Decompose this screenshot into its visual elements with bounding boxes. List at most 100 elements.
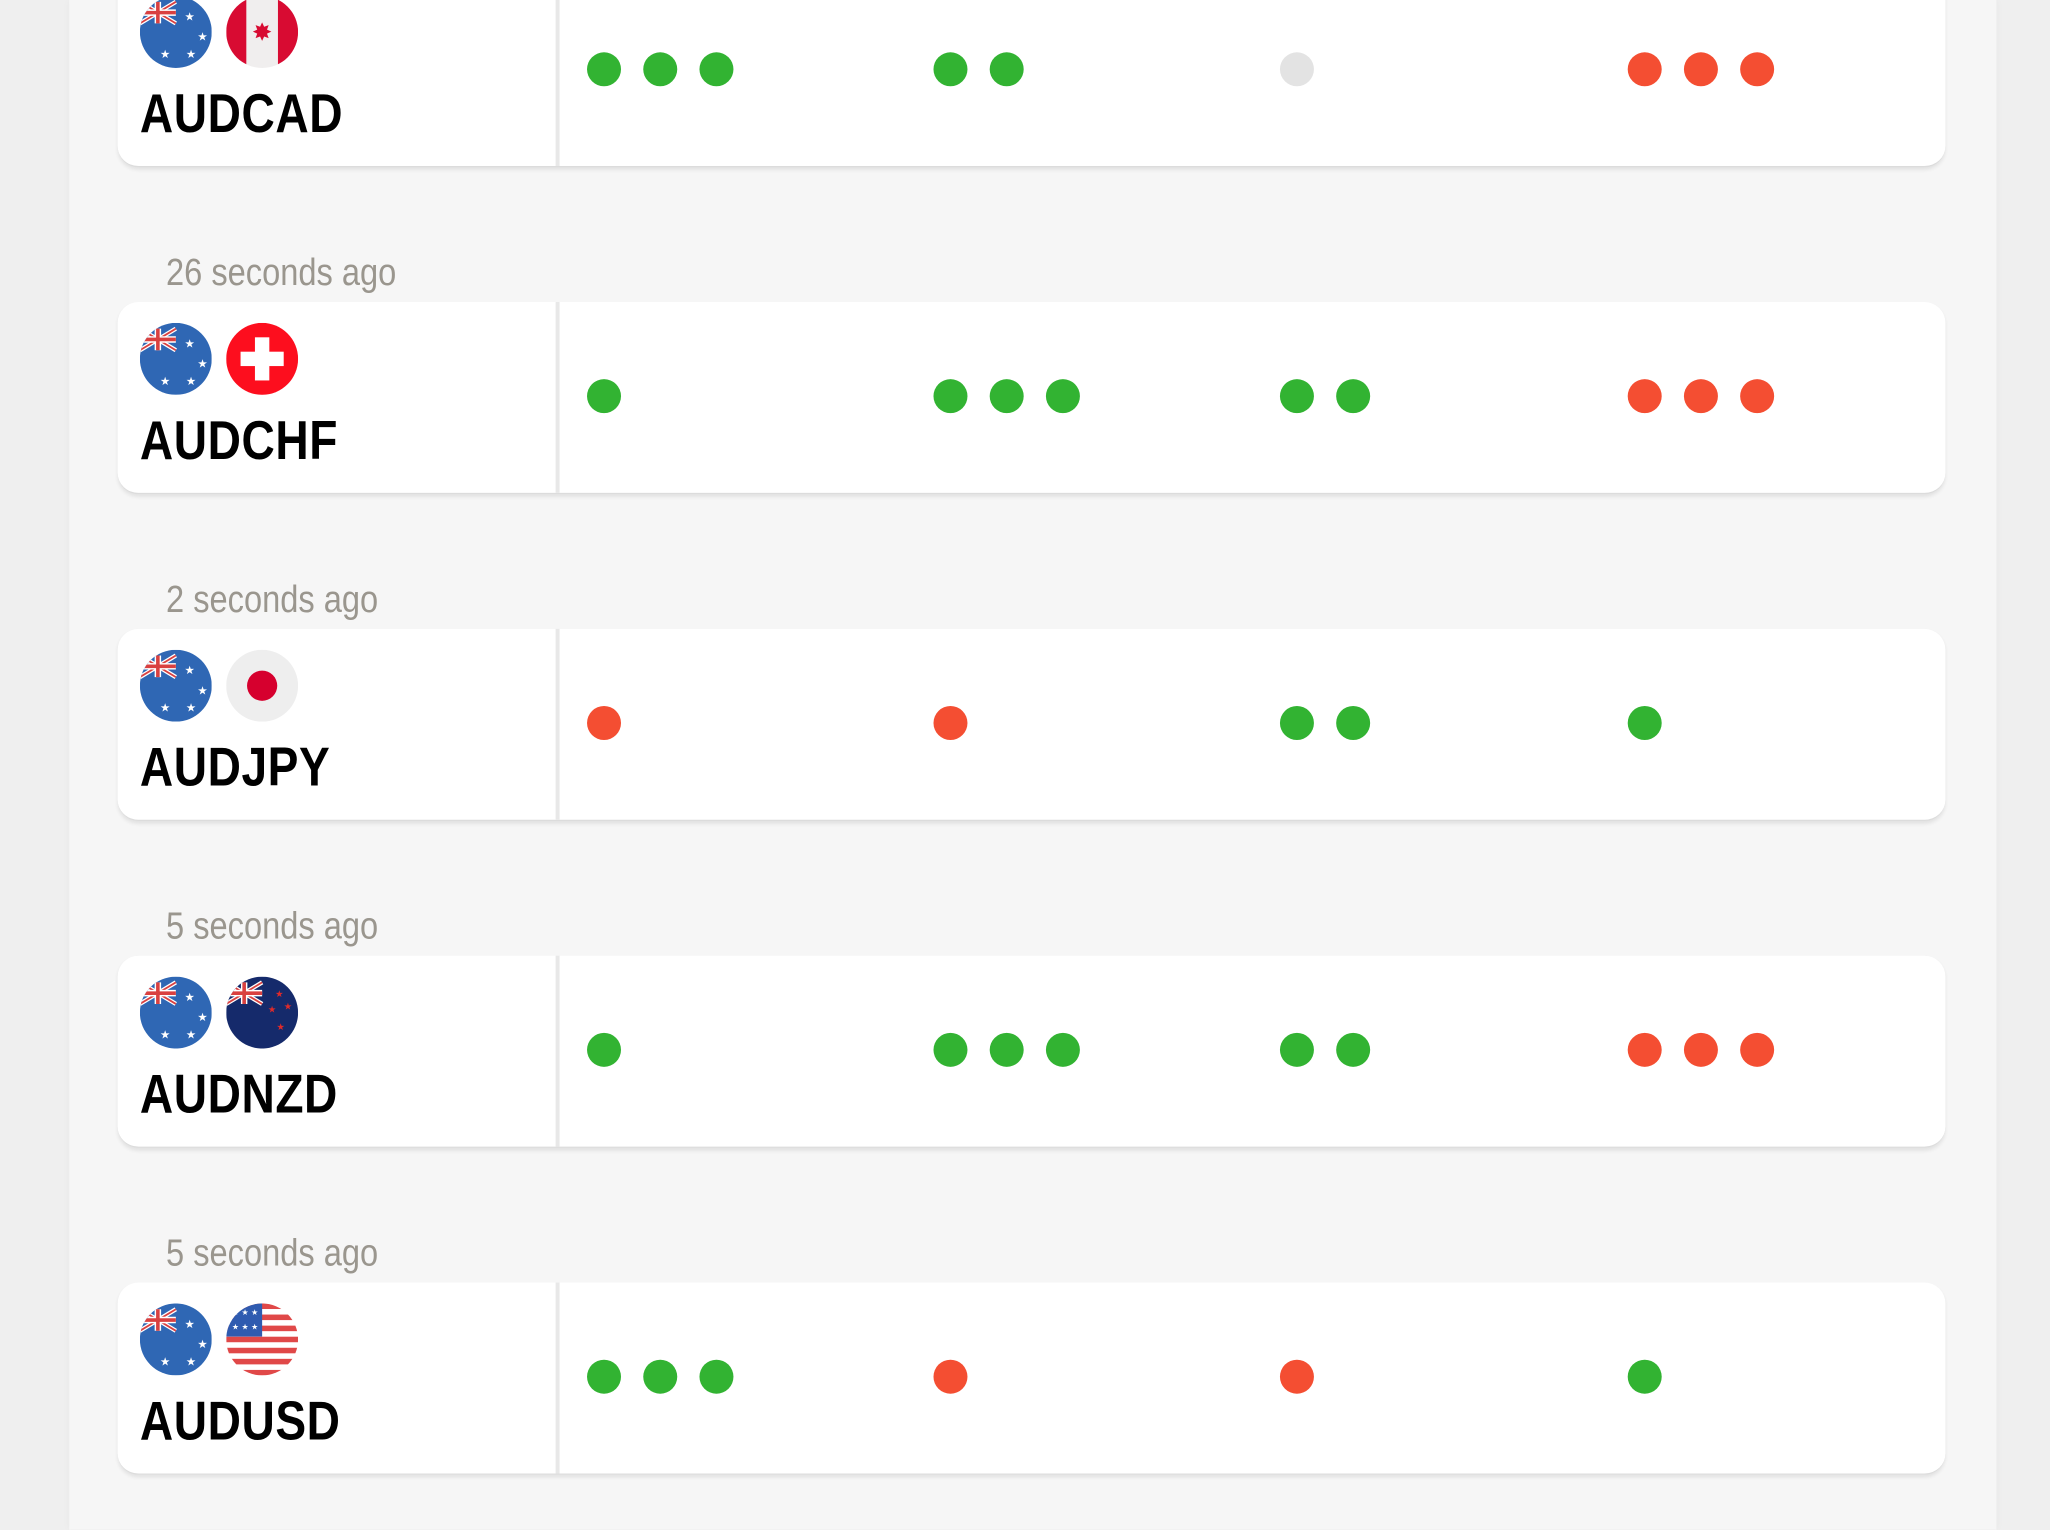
bullish-dot: [1279, 379, 1314, 414]
svg-text:✸: ✸: [252, 18, 272, 47]
switzerland-flag-icon: [226, 322, 299, 395]
bearish-dot: [1279, 1359, 1314, 1394]
new-zealand-flag-icon: ★ ★ ★ ★: [226, 976, 299, 1049]
signal-group-4: [1627, 379, 1775, 414]
svg-text:★: ★: [277, 1022, 285, 1033]
pair-info: ★ ★ ★ ★ ★ ★ ★ ★ AUDNZD: [118, 955, 560, 1147]
svg-text:★: ★: [197, 1337, 207, 1351]
pair-name: AUDJPY: [139, 736, 331, 798]
pair-row[interactable]: 2 seconds ago ★ ★ ★ ★ AUDJPY: [117, 579, 1946, 822]
bullish-dot: [587, 1032, 622, 1067]
signal-group-3: [1279, 52, 1314, 87]
svg-text:★: ★: [186, 47, 196, 61]
usa-flag-icon: ★ ★ ★ ★ ★ ★: [226, 1303, 299, 1376]
pair-card[interactable]: ★ ★ ★ ★ AUDJPY: [117, 628, 1946, 822]
canada-flag-icon: ✸: [226, 0, 299, 68]
signal-group-2: [933, 52, 1024, 87]
signal-group-4: [1627, 1032, 1775, 1067]
bearish-dot: [1683, 52, 1718, 87]
pair-name: AUDNZD: [139, 1062, 338, 1125]
signal-group-1: [587, 705, 622, 740]
pair-info: ★ ★ ★ ★ AUDJPY: [118, 628, 560, 820]
bearish-dot: [933, 705, 968, 740]
bearish-dot: [933, 1359, 968, 1394]
bearish-dot: [587, 705, 622, 740]
australia-flag-icon: ★ ★ ★ ★: [139, 322, 212, 395]
bearish-dot: [1683, 1032, 1718, 1067]
svg-text:★: ★: [186, 701, 196, 715]
bearish-dot: [1627, 52, 1662, 87]
australia-flag-icon: ★ ★ ★ ★: [139, 976, 212, 1049]
svg-text:★: ★: [186, 1027, 196, 1041]
svg-text:★: ★: [284, 1002, 292, 1013]
svg-text:★ ★ ★: ★ ★ ★: [232, 1308, 258, 1317]
svg-text:★: ★: [186, 1354, 196, 1368]
signal-group-3: [1279, 705, 1371, 740]
svg-text:★: ★: [184, 1317, 194, 1331]
pair-card[interactable]: ★ ★ ★ ★ AUDCHF: [117, 302, 1946, 495]
bullish-dot: [1336, 379, 1371, 414]
pair-info: ★ ★ ★ ★ ✸ AUDCAD: [118, 0, 560, 167]
svg-text:★: ★: [186, 374, 196, 388]
pair-row[interactable]: 5 seconds ago ★ ★ ★ ★ ★ ★ ★ ★ ★ ★ AUDUSD: [117, 1233, 1946, 1475]
signal-group-3: [1279, 1359, 1314, 1394]
signal-group-2: [933, 1359, 968, 1394]
signal-group-1: [587, 1359, 734, 1394]
bearish-dot: [1740, 379, 1775, 414]
svg-text:★: ★: [184, 10, 194, 24]
pair-row[interactable]: 5 seconds ago ★ ★ ★ ★ ★ ★ ★ ★ AUDNZD: [117, 906, 1946, 1148]
bullish-dot: [699, 52, 734, 87]
bullish-dot: [989, 1032, 1024, 1067]
signal-group-1: [587, 379, 622, 414]
signal-group-2: [933, 1032, 1080, 1067]
svg-text:★: ★: [160, 1354, 170, 1368]
signal-group-3: [1279, 1032, 1371, 1067]
signal-group-2: [933, 379, 1080, 414]
pair-info: ★ ★ ★ ★ AUDCHF: [118, 302, 560, 493]
signal-group-3: [1279, 379, 1371, 414]
bullish-dot: [933, 52, 968, 87]
signal-group-1: [587, 52, 734, 87]
svg-text:★: ★: [275, 989, 283, 1000]
bullish-dot: [933, 379, 968, 414]
svg-text:★: ★: [197, 357, 207, 371]
japan-flag-icon: [226, 649, 299, 722]
signal-group-1: [587, 1032, 622, 1067]
bullish-dot: [1279, 705, 1314, 740]
bullish-dot: [587, 1359, 622, 1394]
pair-card[interactable]: ★ ★ ★ ★ ★ ★ ★ ★ AUDNZD: [117, 955, 1946, 1148]
bullish-dot: [643, 1359, 678, 1394]
timestamp: 2 seconds ago: [166, 579, 379, 622]
bullish-dot: [1627, 705, 1662, 740]
bullish-dot: [1336, 1032, 1371, 1067]
bullish-dot: [1045, 1032, 1080, 1067]
pair-row[interactable]: ★ ★ ★ ★ ✸ AUDCAD: [117, 0, 1946, 168]
bearish-dot: [1740, 1032, 1775, 1067]
svg-text:★: ★: [197, 1010, 207, 1024]
signal-group-2: [933, 705, 968, 740]
bullish-dot: [1627, 1359, 1662, 1394]
bullish-dot: [1045, 379, 1080, 414]
bullish-dot: [933, 1032, 968, 1067]
pair-name: AUDCHF: [139, 409, 338, 471]
neutral-dot: [1279, 52, 1314, 87]
svg-text:★: ★: [184, 663, 194, 677]
svg-text:★: ★: [197, 683, 207, 697]
pair-row[interactable]: 26 seconds ago ★ ★ ★ ★ AUDCHF: [117, 252, 1946, 495]
bullish-dot: [1279, 1032, 1314, 1067]
bearish-dot: [1683, 379, 1718, 414]
svg-text:★: ★: [184, 990, 194, 1004]
pair-name: AUDUSD: [139, 1389, 341, 1452]
timestamp: 5 seconds ago: [166, 906, 379, 948]
bullish-dot: [989, 379, 1024, 414]
pair-card[interactable]: ★ ★ ★ ★ ✸ AUDCAD: [117, 0, 1946, 168]
timestamp: 26 seconds ago: [166, 252, 397, 295]
bearish-dot: [1740, 52, 1775, 87]
svg-text:★ ★ ★: ★ ★ ★: [232, 1322, 258, 1331]
bearish-dot: [1627, 379, 1662, 414]
bullish-dot: [587, 379, 622, 414]
bullish-dot: [643, 52, 678, 87]
pair-info: ★ ★ ★ ★ ★ ★ ★ ★ ★ ★ AUDUSD: [118, 1282, 560, 1474]
pair-card[interactable]: ★ ★ ★ ★ ★ ★ ★ ★ ★ ★ AUDUSD: [117, 1282, 1946, 1475]
